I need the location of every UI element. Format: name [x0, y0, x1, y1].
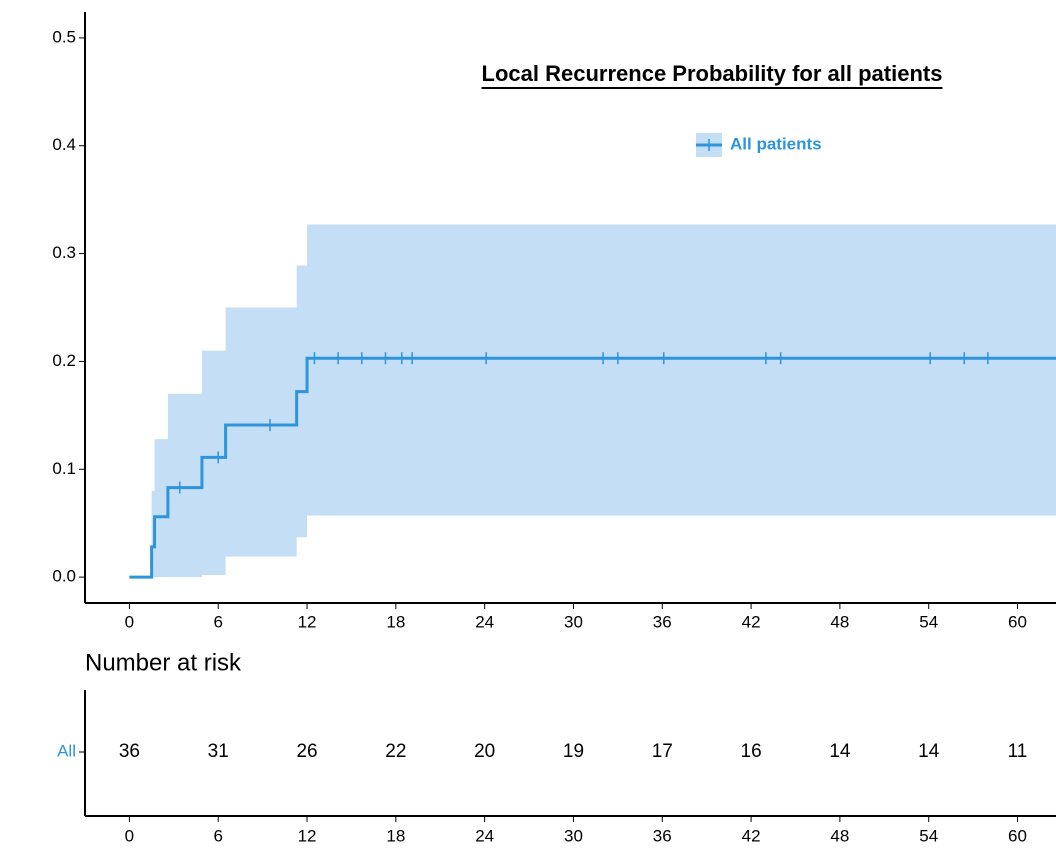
x-tick-label: 18 [386, 612, 405, 631]
x-tick-label: 36 [653, 612, 672, 631]
risk-count: 14 [829, 741, 851, 762]
x-tick-label: 30 [564, 612, 583, 631]
chart-title: Local Recurrence Probability for all pat… [482, 61, 943, 86]
x-tick-label: 54 [919, 612, 938, 631]
x-tick-label: 54 [919, 826, 938, 845]
confidence-band [129, 224, 1056, 578]
risk-count: 31 [208, 741, 229, 762]
risk-count: 36 [119, 741, 140, 762]
risk-count: 19 [563, 741, 584, 762]
table-title: Number at risk [85, 649, 242, 676]
risk-count: 26 [296, 741, 317, 762]
risk-count: 14 [918, 741, 940, 762]
risk-count: 17 [652, 741, 673, 762]
y-tick-label: 0.4 [52, 135, 76, 154]
y-tick-label: 0.2 [52, 351, 76, 370]
x-tick-label: 30 [564, 826, 583, 845]
x-tick-label: 18 [386, 826, 405, 845]
x-tick-label: 0 [125, 826, 134, 845]
y-tick-label: 0.3 [52, 243, 76, 262]
y-tick-label: 0.0 [52, 567, 76, 586]
x-tick-label: 42 [742, 826, 761, 845]
x-tick-label: 48 [830, 612, 849, 631]
x-tick-label: 12 [298, 612, 317, 631]
x-tick-label: 42 [742, 612, 761, 631]
risk-count: 22 [385, 741, 406, 762]
y-tick-label: 0.1 [52, 459, 76, 478]
x-tick-label: 60 [1008, 612, 1027, 631]
x-tick-label: 0 [125, 612, 134, 631]
x-tick-label: 12 [298, 826, 317, 845]
x-tick-label: 6 [213, 826, 222, 845]
risk-count: 16 [741, 741, 762, 762]
step-line [129, 356, 1056, 579]
x-tick-label: 6 [213, 612, 222, 631]
row-label: All [57, 741, 76, 760]
x-tick-label: 24 [475, 612, 494, 631]
x-tick-label: 48 [830, 826, 849, 845]
y-tick-label: 0.5 [52, 27, 76, 46]
x-tick-label: 24 [475, 826, 494, 845]
x-tick-label: 36 [653, 826, 672, 845]
x-tick-label: 60 [1008, 826, 1027, 845]
risk-count: 20 [474, 741, 495, 762]
legend-label: All patients [730, 134, 822, 153]
risk-count: 11 [1008, 741, 1028, 762]
